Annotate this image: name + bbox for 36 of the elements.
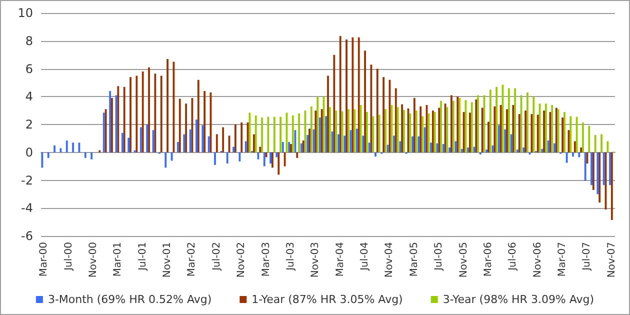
x-tick-label: Nov-03 [310, 242, 322, 278]
legend-label: 3-Month (69% HR 0.52% Avg) [48, 293, 212, 306]
y-tick-label: -6 [21, 229, 33, 243]
x-tick-label: Mar-05 [408, 242, 420, 277]
x-tick-label: Nov-07 [606, 242, 618, 278]
y-tick-label: 10 [18, 6, 33, 20]
x-tick-label: Jul-04 [360, 242, 371, 272]
x-tick-label: Mar-04 [334, 242, 346, 277]
x-tick-label: Mar-01 [112, 242, 124, 277]
x-tick-label: Jul-07 [582, 242, 593, 272]
x-tick-label: Mar-02 [186, 242, 198, 277]
x-tick-label: Nov-01 [162, 242, 174, 278]
x-tick-label: Nov-05 [458, 242, 470, 278]
y-tick-label: 6 [25, 62, 33, 76]
x-tick-label: Jul-00 [63, 242, 74, 272]
y-tick-label: -4 [21, 201, 33, 216]
x-tick-label: Jul-03 [285, 242, 296, 272]
legend-label: 3-Year (98% HR 3.09% Avg) [442, 293, 594, 306]
y-tick-label: 2 [25, 118, 33, 132]
x-tick-label: Nov-02 [236, 242, 248, 278]
x-tick-label: Mar-06 [482, 242, 494, 277]
legend-label: 1-Year (87% HR 3.05% Avg) [252, 293, 403, 306]
x-tick-label: Jul-06 [508, 242, 519, 272]
x-tick-label: Jul-05 [434, 242, 445, 272]
x-tick-label: Mar-03 [260, 242, 272, 277]
x-tick-label: Nov-04 [384, 242, 396, 278]
y-tick-label: -2 [21, 173, 33, 188]
x-tick-label: Nov-06 [532, 242, 544, 278]
x-tick-label: Mar-00 [38, 242, 50, 277]
y-tick-label: 0 [25, 145, 33, 160]
x-tick-label: Mar-07 [557, 242, 568, 277]
x-tick-label: Jul-01 [137, 242, 148, 272]
y-tick-label: 4 [25, 90, 33, 104]
x-tick-label: Jul-02 [211, 242, 222, 272]
x-tick-label: Nov-00 [88, 242, 99, 278]
y-tick-label: 8 [25, 34, 33, 48]
